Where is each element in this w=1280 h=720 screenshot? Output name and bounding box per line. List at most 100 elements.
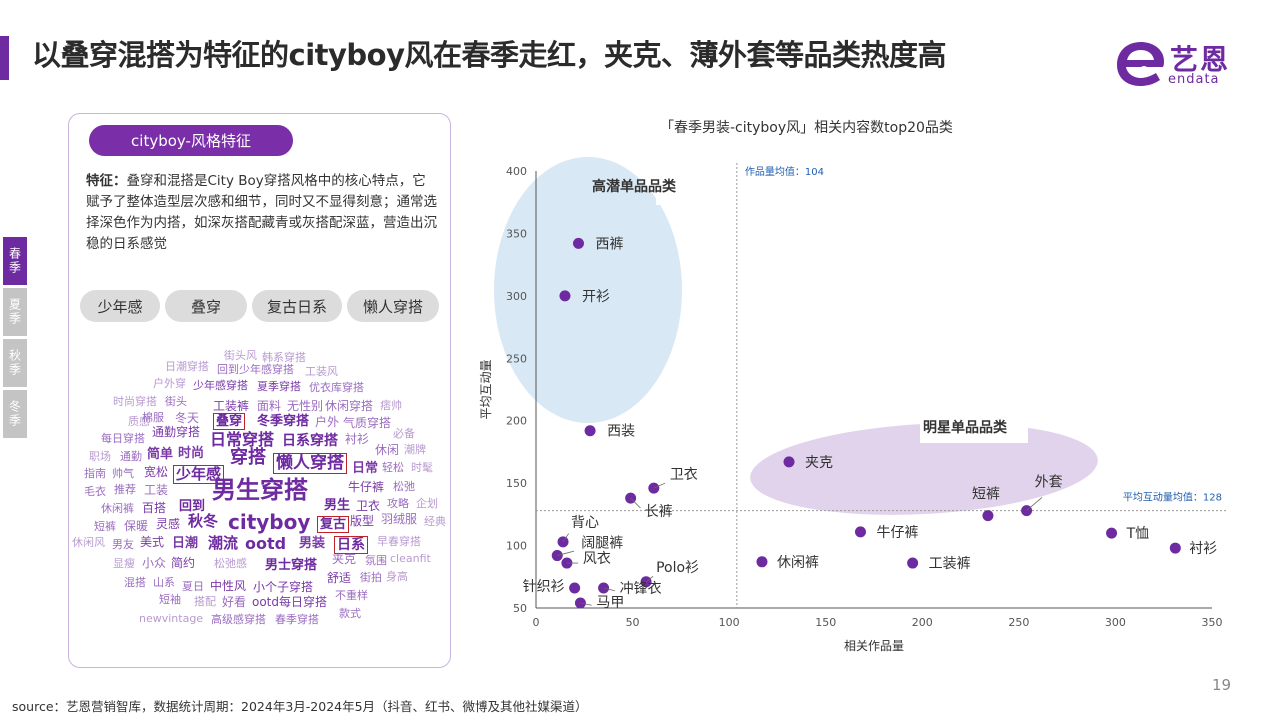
wordcloud-word: 牛仔裤 [348,480,385,494]
data-point-label: 休闲裤 [777,555,819,571]
wordcloud-word: 帅气 [112,467,134,480]
tag-retro-japanese: 复古日系 [252,290,342,322]
wordcloud-word: 通勤 [120,450,142,463]
data-point-label: 卫衣 [670,467,698,483]
data-point [561,557,573,569]
y-tick-label: 100 [506,540,527,553]
wordcloud-word: 短袖 [159,593,181,606]
wordcloud-word: 攻略 [387,497,409,510]
wordcloud-word: 休闲风 [72,536,105,549]
data-point [559,290,571,302]
wordcloud-word: 穿搭 [230,447,266,468]
wordcloud-word: ootd每日穿搭 [252,595,328,609]
wordcloud-word: 春季穿搭 [275,613,319,626]
wordcloud-word: 推荐 [114,483,136,496]
wordcloud-word: 工装风 [305,365,338,378]
y-tick-label: 250 [506,352,527,365]
wordcloud-word: 日常穿搭 [210,430,275,449]
wordcloud-word: 小个子穿搭 [253,580,314,594]
data-point-label: 风衣 [583,551,611,567]
page-title: 以叠穿混搭为特征的cityboy风在春季走红，夹克、薄外套等品类热度高 [32,38,947,72]
region-high-potential [494,157,682,423]
wordcloud-word: 少年感穿搭 [193,379,248,392]
wordcloud-word: 日潮 [172,536,199,551]
data-point [640,576,652,588]
y-tick-label: 200 [506,415,527,428]
data-point-label: 短裤 [972,487,1000,503]
data-point [982,510,994,522]
x-tick-label: 150 [815,616,836,629]
style-pill-title: cityboy-风格特征 [89,125,293,156]
wordcloud-word: 日潮穿搭 [165,360,209,373]
data-point-label: 西装 [607,424,635,440]
x-tick-label: 50 [626,616,640,629]
wordcloud-word: 户外穿 [153,377,186,390]
wordcloud-word: 早春穿搭 [377,535,421,548]
x-tick-label: 200 [912,616,933,629]
wordcloud-word: 卫衣 [356,499,381,513]
wordcloud-word: 夹克 [332,552,357,566]
season-tab-spring[interactable]: 春季 [3,237,27,285]
mean-x-label: 作品量均值：104 [745,165,824,178]
wordcloud-word: 每日穿搭 [101,432,145,445]
region-label-star-items: 明星单品品类 [923,419,1008,436]
data-point-label: 工装裤 [929,556,971,572]
wordcloud-word: cityboy [228,510,311,534]
wordcloud-word: 潮牌 [404,443,426,456]
wordcloud-word: 保暖 [124,519,149,533]
wordcloud-word: 冬天 [175,411,200,425]
data-point [572,237,584,249]
y-tick-label: 350 [506,227,527,240]
wordcloud-word: 氛围 [365,554,387,567]
title-accent-bar [0,36,9,80]
region-label-high-potential: 高潜单品品类 [592,178,677,195]
wordcloud-word: 中性风 [210,579,247,593]
region-label-bg [920,411,1028,443]
keyword-cloud: 街头风 韩系穿搭 日潮穿搭 回到少年感穿搭 工装风 户外穿 少年感穿搭 夏季穿搭 优衣库穿搭 时尚… [69,350,452,660]
wordcloud-word: 冬季穿搭 [257,414,310,429]
label-leader-line [580,602,592,606]
data-point-label: 夹克 [805,455,833,471]
data-point-label: 牛仔裤 [876,525,918,541]
label-leader-line [557,550,575,556]
wordcloud-word: 不重样 [335,589,368,602]
season-tab-autumn[interactable]: 秋季 [3,339,27,387]
wordcloud-word: 好看 [222,595,247,609]
data-point-label: 背心 [571,515,599,531]
wordcloud-word: 混搭 [124,576,146,589]
wordcloud-word: 版型 [350,514,375,528]
wordcloud-word: 男生 [324,498,351,513]
data-point [584,425,596,437]
wordcloud-word: 男装 [299,536,326,551]
wordcloud-word: 懒人穿搭 [273,453,347,474]
wordcloud-word: 秋冬 [188,512,219,530]
wordcloud-word: 毛衣 [84,485,106,498]
data-point [1106,527,1118,539]
wordcloud-word: 显瘦 [113,557,135,570]
label-leader-line [603,587,615,592]
wordcloud-word: 男生穿搭 [212,476,308,504]
wordcloud-word: 指南 [84,467,106,480]
wordcloud-word: 气质穿搭 [343,416,392,430]
wordcloud-word: 男友 [112,538,134,551]
wordcloud-word: 身高 [386,570,408,583]
wordcloud-word: 小众 [142,556,167,570]
wordcloud-word: 经典 [424,515,446,528]
wordcloud-word: 简约 [171,556,196,570]
label-leader-line [645,575,654,583]
description-label: 特征： [86,173,127,189]
endata-logo: 艺恩 endata [1114,38,1244,90]
wordcloud-word: 无性别 [287,399,324,413]
wordcloud-word: 百搭 [142,501,167,515]
x-tick-label: 0 [533,616,540,629]
wordcloud-word: 工装 [144,483,169,497]
wordcloud-word: 松弛 [393,480,415,493]
wordcloud-word: 叠穿 [213,413,246,430]
label-leader-line [630,497,641,509]
wordcloud-word: 企划 [416,497,438,510]
wordcloud-word: 简单 [147,447,174,462]
wordcloud-word: 羽绒服 [381,512,418,526]
wordcloud-word: 休闲穿搭 [325,399,374,413]
season-tab-summer[interactable]: 夏季 [3,288,27,336]
season-tab-winter[interactable]: 冬季 [3,390,27,438]
